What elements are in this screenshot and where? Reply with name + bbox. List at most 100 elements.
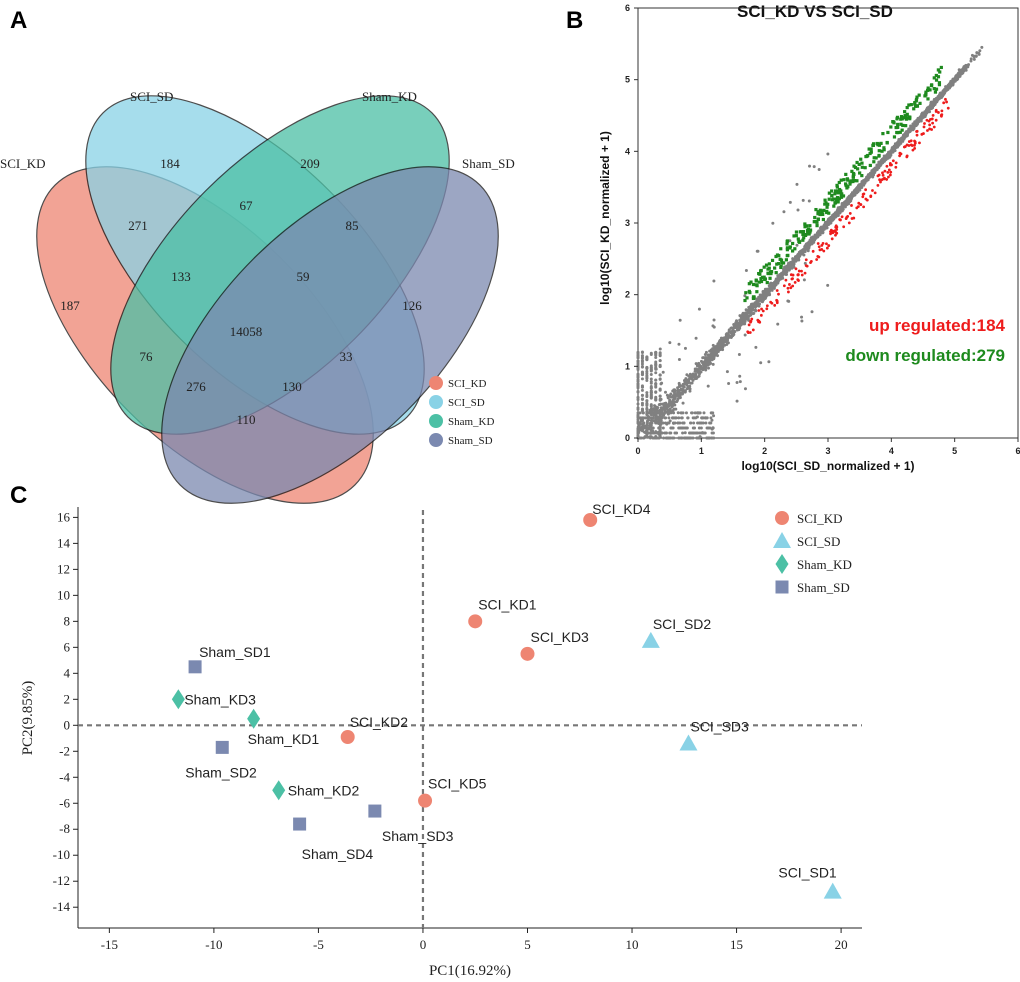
gene-point [654,408,658,412]
gene-point [683,381,687,385]
up-regulated-point [789,273,793,277]
gene-point [677,383,681,387]
pca-point-label-sham-sd4: Sham_SD4 [302,846,374,862]
gene-point [715,344,719,348]
gene-point [801,198,805,202]
gene-point [649,377,653,381]
gene-point [669,411,673,415]
down-regulated-point [755,290,759,294]
gene-point [636,383,640,387]
gene-point [658,397,662,401]
down-regulated-point [938,70,942,74]
up-regulated-point [842,225,846,229]
scatter-x-tick-label: 4 [889,446,894,456]
up-regulated-point [761,309,765,313]
gene-point [680,436,684,440]
down-regulated-point [880,149,884,153]
down-regulated-point [907,103,911,107]
gene-point [645,366,649,370]
gene-point [899,140,903,144]
pca-point-label-sham-kd2: Sham_KD2 [288,782,360,798]
down-regulated-point [779,265,783,270]
down-regulated-point [758,272,762,276]
gene-point [663,390,667,394]
down-regulated-point [774,254,778,259]
gene-point [668,341,672,345]
gene-point [649,390,653,394]
down-regulated-point [823,198,827,202]
gene-point [658,364,662,368]
gene-point [711,362,715,366]
scatter-y-tick-label: 4 [625,146,630,156]
up-regulated-point [883,176,886,180]
gene-point [654,405,658,409]
pca-legend-marker-sci-kd [775,511,789,525]
gene-point [673,395,677,399]
down-regulated-point [845,177,849,181]
gene-point [735,381,739,385]
scatter-y-tick-label: 5 [625,75,630,85]
down-regulated-point [788,246,792,250]
pca-y-tick-label: -8 [59,821,70,836]
down-regulated-point [872,156,876,160]
gene-point [785,268,789,272]
down-regulated-point [833,189,838,193]
gene-point [915,121,919,125]
down-regulated-point [763,277,767,282]
pca-y-tick-label: 10 [57,587,70,602]
pca-y-tick-label: 4 [64,665,71,680]
scatter-x-axis-label: log10(SCI_SD_normalized + 1) [741,459,914,473]
gene-point [658,387,662,391]
down-regulated-point [825,210,829,215]
down-regulated-point [879,141,883,145]
gene-point [688,431,692,435]
up-regulated-point [850,204,853,207]
gene-point [640,403,644,407]
venn-legend: SCI_KD SCI_SD Sham_KD Sham_SD [429,376,495,447]
gene-point [873,167,877,171]
gene-point [808,164,812,168]
down-regulated-point [766,271,770,275]
down-regulated-point [748,290,752,295]
gene-point [723,339,727,343]
down-regulated-point [802,236,806,240]
gene-point [664,431,668,435]
down-regulated-point [743,298,747,303]
down-regulated-point [837,197,841,201]
down-regulated-point [773,266,777,270]
up-regulated-point [889,170,893,174]
gene-point [649,392,653,396]
up-regulated-point [848,212,852,215]
gene-point [743,387,747,391]
pca-point-sci-kd1 [468,614,483,629]
gene-point [859,184,863,188]
up-regulated-point [856,205,860,209]
gene-point [680,391,684,395]
down-regulated-point [821,209,825,213]
gene-point [786,299,790,303]
gene-point [664,436,668,440]
gene-point [680,416,684,420]
down-regulated-point [848,182,852,186]
pca-x-tick-label: 10 [626,937,639,952]
gene-point [658,359,662,363]
gene-point [708,349,712,353]
gene-point [651,431,655,435]
up-regulated-point [787,290,790,294]
gene-point [690,377,694,381]
down-regulated-point [899,115,904,119]
gene-point [896,143,900,147]
down-regulated-point [785,254,789,258]
down-regulated-point [915,95,919,99]
venn-legend-label-sci-kd: SCI_KD [448,378,487,390]
venn-title-sci-kd: SCI_KD [0,156,46,171]
gene-point [727,328,731,332]
gene-point [692,416,696,420]
up-regulated-point [876,174,880,178]
gene-point [970,53,974,57]
gene-point [685,436,689,440]
down-regulated-point [869,147,873,151]
up-regulated-point [827,244,831,247]
panel-c-label: C [10,482,27,509]
down-regulated-point [836,191,841,195]
